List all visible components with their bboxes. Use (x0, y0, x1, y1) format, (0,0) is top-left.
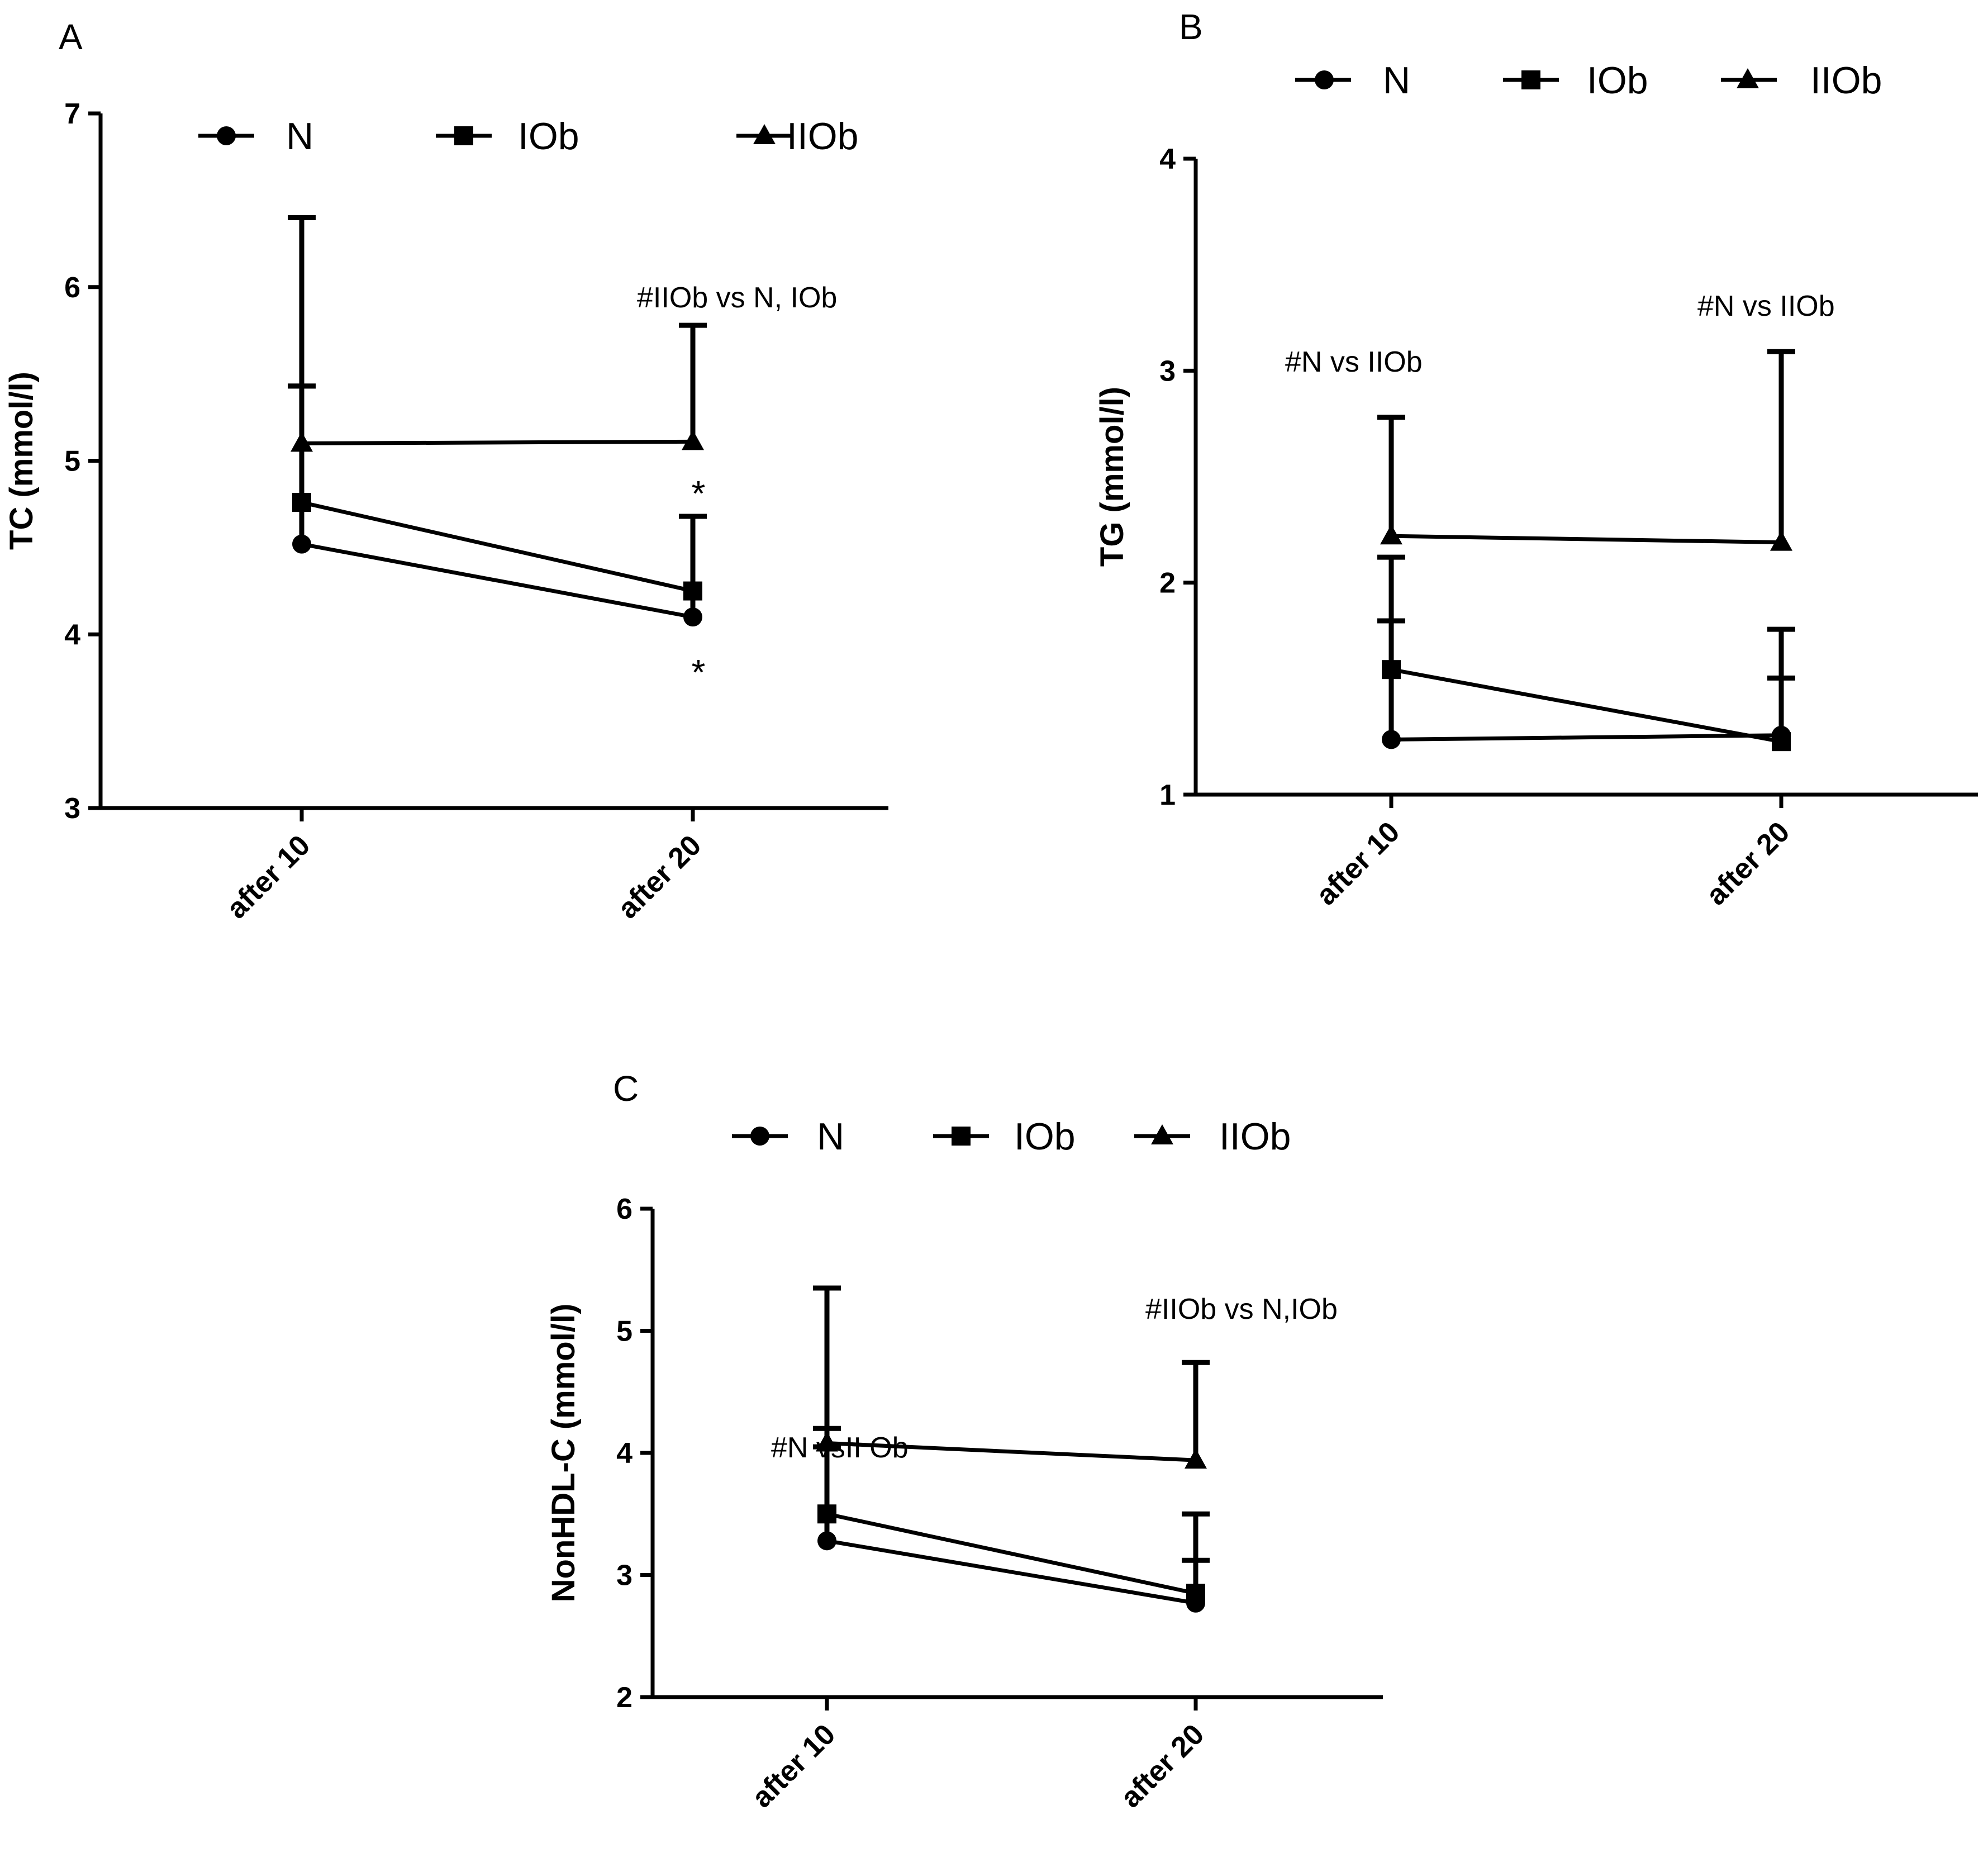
legend-marker-iiob (1737, 68, 1759, 88)
data-point-n (817, 1531, 836, 1551)
y-tick-label: 3 (1159, 355, 1176, 387)
y-tick-label: 4 (64, 619, 80, 651)
series-line-iiob (826, 1441, 1196, 1462)
panel-b: B 1 2 3 4 after 10 after 20 TG (mmol/l) N IOb IIOb… (1094, 7, 1978, 911)
series-line-n (826, 1538, 1196, 1605)
x-tick-label: after 10 (221, 829, 317, 925)
annotation: #N vs IIOb (1697, 290, 1835, 322)
legend-marker-n (217, 126, 236, 145)
x-tick-label: after 10 (746, 1718, 842, 1814)
legend-marker-n (750, 1127, 769, 1146)
data-point-iob (817, 1504, 836, 1524)
data-point-iob (292, 493, 311, 512)
legend-marker-n (1315, 70, 1334, 89)
data-point-iiob (1770, 530, 1792, 551)
series-line-iiob (1391, 534, 1782, 545)
legend-label-iob: IOb (1587, 59, 1648, 102)
legend-marker-iob (454, 126, 473, 145)
legend-label-n: N (1383, 59, 1410, 102)
y-tick-label: 4 (616, 1437, 632, 1470)
data-point-n (683, 607, 702, 627)
y-axis-title: TC (mmol/l) (3, 372, 40, 550)
legend-marker-iiob (753, 124, 776, 144)
y-tick-label: 6 (64, 272, 80, 304)
series-line-n (1391, 733, 1782, 742)
y-tick-label: 5 (616, 1315, 632, 1348)
annotation: #IIOb vs N, IOb (637, 282, 837, 314)
legend-label-n: N (286, 115, 313, 158)
x-tick-label: after 10 (1310, 815, 1406, 911)
annotation: #N vs IIOb (1285, 346, 1423, 378)
significance-star: * (692, 473, 706, 514)
data-point-iiob (682, 430, 704, 450)
data-point-n (292, 534, 311, 554)
y-axis-title: TG (mmol/l) (1094, 387, 1130, 567)
y-tick-label: 5 (64, 445, 80, 478)
legend-label-iiob: IIOb (1810, 59, 1882, 102)
data-point-iob (1772, 732, 1791, 752)
legend-label-iob: IOb (1014, 1115, 1076, 1158)
series-line-iob (301, 500, 693, 593)
data-point-iob (1186, 1584, 1205, 1603)
series-line-iiob (301, 439, 693, 445)
data-point-iiob (1185, 1448, 1207, 1469)
panel-a: A 3 4 5 6 7 after 10 after 20 TC (mmol/l) N IOb IIO… (3, 17, 888, 925)
legend-marker-iob (1521, 70, 1540, 89)
panel-letter: A (59, 17, 83, 57)
x-tick-label: after 20 (1115, 1718, 1211, 1814)
y-tick-label: 3 (616, 1560, 632, 1592)
data-point-iob (683, 581, 702, 601)
data-point-n (1382, 730, 1401, 749)
legend-label-iiob: IIOb (1219, 1115, 1291, 1158)
x-tick-label: after 20 (1700, 815, 1796, 911)
y-tick-label: 7 (64, 98, 80, 130)
legend-marker-iob (952, 1127, 971, 1146)
panel-c: C 2 3 4 5 6 after 10 after 20 NonHDL-C (mmol/l) N… (545, 1068, 1383, 1814)
significance-star: * (692, 652, 706, 692)
data-point-iiob (1380, 524, 1402, 545)
panel-letter: C (613, 1068, 639, 1109)
legend-label-n: N (817, 1115, 844, 1158)
series-line-iob (826, 1512, 1196, 1595)
annotation: #N vsII Ob (771, 1432, 909, 1464)
series-line-iob (1391, 667, 1782, 744)
y-tick-label: 2 (616, 1681, 632, 1714)
data-point-iob (1382, 660, 1401, 680)
data-point-iiob (291, 431, 313, 452)
x-tick-label: after 20 (612, 829, 708, 925)
legend-label-iiob: IIOb (787, 115, 859, 158)
panel-letter: B (1179, 7, 1203, 47)
series-line-n (301, 542, 693, 619)
y-tick-label: 4 (1159, 143, 1176, 175)
legend-label-iob: IOb (518, 115, 579, 158)
y-axis-title: NonHDL-C (mmol/l) (545, 1304, 582, 1603)
y-tick-label: 3 (64, 792, 80, 825)
y-tick-label: 1 (1159, 779, 1176, 811)
annotation: #IIOb vs N,IOb (1145, 1293, 1338, 1325)
legend-marker-iiob (1151, 1124, 1173, 1144)
y-tick-label: 2 (1159, 567, 1176, 600)
data-point-iiob (816, 1431, 838, 1452)
y-tick-label: 6 (616, 1193, 632, 1225)
